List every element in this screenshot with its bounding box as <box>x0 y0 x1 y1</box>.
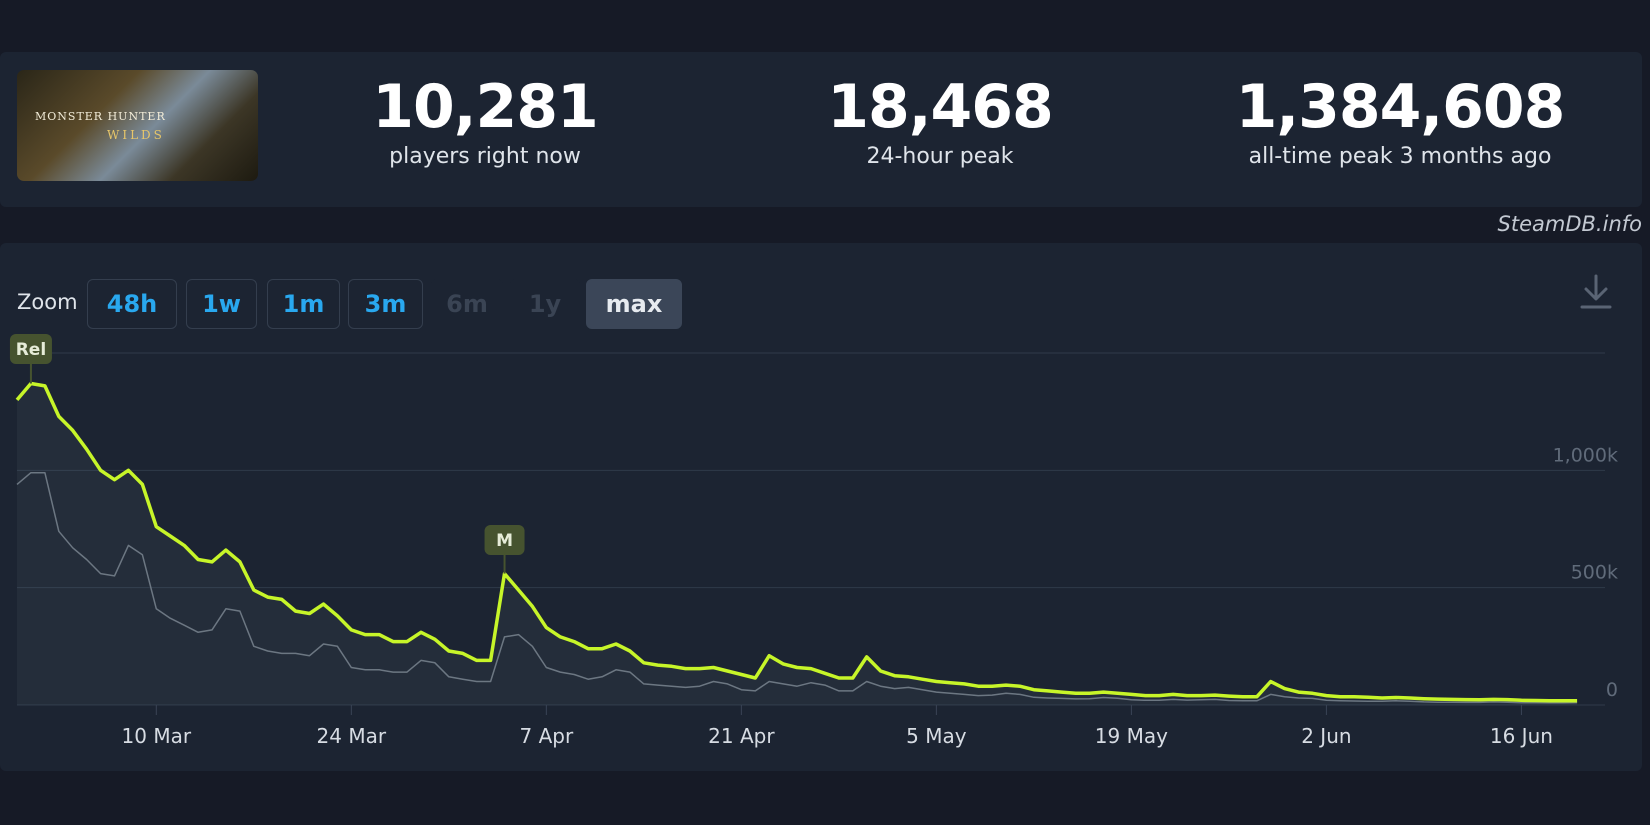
thumbnail-subtitle: WILDS <box>107 128 165 142</box>
player-count-chart: 0 500k 1,000k 10 Mar 24 Mar 7 Apr 21 Apr 5 May 1… <box>9 334 1618 748</box>
game-thumbnail[interactable]: MONSTER HUNTER WILDS <box>17 70 258 181</box>
stats-panel <box>0 52 1642 207</box>
x-tick-label: 10 Mar <box>122 724 192 748</box>
zoom-48h-button[interactable]: 48h <box>87 279 177 329</box>
secondary-series-line <box>16 471 1578 704</box>
x-tick-label: 2 Jun <box>1301 724 1351 748</box>
thumbnail-title: MONSTER HUNTER <box>35 110 166 123</box>
y-tick-label: 1,000k <box>1553 444 1618 466</box>
x-tick-label: 16 Jun <box>1490 724 1553 748</box>
marker-label: M <box>496 531 513 551</box>
zoom-max-button[interactable]: max <box>586 279 682 329</box>
y-tick-label: 0 <box>1606 679 1618 701</box>
all-time-peak-value: 1,384,608 <box>1235 72 1566 142</box>
marker-badge <box>484 525 525 555</box>
x-tick-label: 5 May <box>906 724 967 748</box>
stat-24h-peak: 18,468 24-hour peak <box>790 72 1090 172</box>
zoom-3m-button[interactable]: 3m <box>348 279 423 329</box>
x-tick-label: 24 Mar <box>317 724 387 748</box>
marker-badge <box>9 334 52 364</box>
stat-current-players: 10,281 players right now <box>350 72 620 172</box>
zoom-6m-button: 6m <box>431 279 503 329</box>
zoom-1y-button: 1y <box>510 279 580 329</box>
chart-panel <box>0 243 1642 771</box>
players-series-line <box>15 381 1578 703</box>
players-area <box>17 383 1578 705</box>
download-icon[interactable] <box>1578 272 1614 312</box>
y-tick-label: 500k <box>1571 562 1618 584</box>
marker-label: Rel <box>16 340 46 360</box>
all-time-peak-label: all-time peak 3 months ago <box>1248 144 1552 169</box>
peak-24h-value: 18,468 <box>827 72 1054 142</box>
stat-all-time-peak: 1,384,608 all-time peak 3 months ago <box>1190 72 1610 172</box>
x-tick-label: 21 Apr <box>708 724 775 748</box>
x-tick-label: 19 May <box>1095 724 1168 748</box>
zoom-1w-button[interactable]: 1w <box>186 279 257 329</box>
x-tick-label: 7 Apr <box>519 724 573 748</box>
zoom-label: Zoom <box>17 290 78 314</box>
current-players-label: players right now <box>389 144 581 169</box>
steamdb-watermark[interactable]: SteamDB.info <box>1497 212 1642 236</box>
zoom-1m-button[interactable]: 1m <box>267 279 340 329</box>
current-players-value: 10,281 <box>372 72 599 142</box>
peak-24h-label: 24-hour peak <box>866 144 1014 169</box>
